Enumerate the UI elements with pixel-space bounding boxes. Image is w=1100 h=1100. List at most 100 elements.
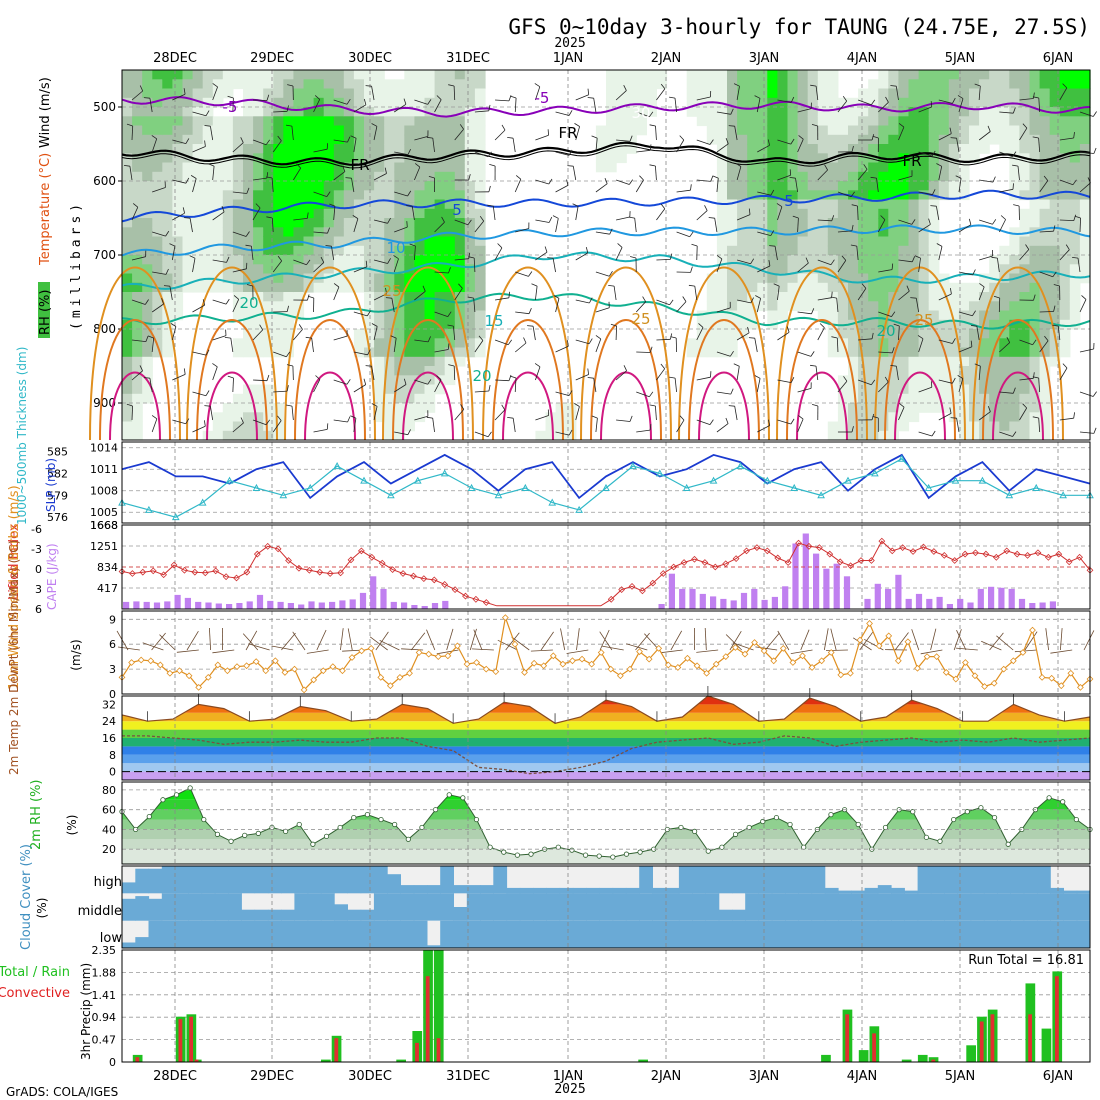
cloud-cell	[400, 885, 415, 894]
rh-cell	[898, 356, 910, 367]
wind-barb-flag	[286, 305, 289, 312]
rh-cell	[757, 273, 768, 284]
rh-cell	[162, 329, 173, 339]
rh-cell	[747, 236, 758, 247]
li-marker	[909, 548, 917, 555]
rh-cell	[716, 144, 728, 154]
rh-cell	[444, 319, 456, 330]
wind-barb-flag	[204, 420, 206, 427]
temp-band	[122, 746, 1090, 755]
rh-cell	[323, 181, 335, 191]
rh-cell	[414, 144, 426, 154]
wind-barb-flag	[698, 323, 704, 328]
rh-cell	[343, 273, 355, 284]
wind-barb	[212, 335, 227, 341]
wind-barb-flag	[534, 83, 541, 88]
rh-cell	[172, 264, 184, 275]
rh-cell	[283, 190, 294, 201]
cloud-cell	[466, 893, 481, 921]
li-tick-label: -6	[31, 523, 42, 536]
rh-cell	[212, 430, 224, 441]
wind-barb	[414, 379, 428, 385]
rh-cell	[727, 319, 738, 330]
rh-cell	[737, 107, 748, 117]
rh-cell	[1039, 255, 1051, 265]
rh-cell	[1019, 384, 1031, 395]
wind-barb-flag	[534, 363, 541, 368]
wind-barb	[291, 406, 294, 421]
rh-cell	[807, 218, 819, 228]
wind-barb-flag	[479, 215, 485, 222]
rh-cell	[293, 171, 305, 182]
rh-cell	[374, 310, 385, 321]
wind-speed-marker	[1009, 657, 1017, 665]
wind-barb-flag	[872, 135, 879, 139]
date-label-top: 4JAN	[847, 51, 878, 66]
thickness-marker	[763, 476, 772, 484]
rh-cell	[273, 125, 284, 136]
wind-barb	[757, 231, 771, 236]
rh-cell	[797, 162, 809, 173]
date-label-top: 5JAN	[945, 51, 976, 66]
rh-cell	[293, 116, 305, 127]
rh-cell	[686, 88, 698, 99]
rh-cell	[1029, 356, 1041, 367]
cloud-cell	[254, 866, 269, 894]
rh-cell	[132, 171, 143, 182]
rh-cell	[192, 199, 204, 210]
wind-barb-flag	[595, 335, 602, 340]
rh-cell	[918, 310, 930, 321]
cloud-cell	[506, 920, 521, 948]
wind-barb-flag	[407, 429, 411, 435]
rh-cell	[353, 338, 365, 349]
rh-cell	[172, 273, 184, 284]
rh-cell	[898, 245, 910, 256]
wind-barb-flag	[1074, 215, 1081, 219]
rh-cell	[797, 282, 809, 293]
rh-cell	[424, 366, 436, 376]
wind-barb	[434, 99, 442, 113]
date-label-top: 29DEC	[250, 51, 294, 66]
rh-cell	[807, 199, 819, 210]
rh-cell	[727, 171, 738, 182]
rh-cell	[848, 255, 859, 265]
wind-barb-flag	[893, 323, 900, 327]
wind-barb	[636, 429, 651, 433]
cloud-cell	[838, 920, 852, 948]
cloud-cell	[161, 920, 176, 948]
rh-cell	[232, 236, 244, 247]
rh-cell	[1079, 134, 1091, 145]
wind-barb	[634, 218, 637, 233]
wind-barb	[817, 169, 828, 181]
rh-cell	[172, 171, 184, 182]
rh-cell	[212, 116, 224, 127]
wind-barb-10m	[894, 632, 909, 651]
rh-cell	[747, 79, 758, 90]
rh-cell	[122, 319, 133, 330]
wind-barb-flag	[798, 415, 804, 420]
rh-cell	[727, 273, 738, 284]
li-marker	[337, 569, 344, 577]
precip-total-bar	[901, 1059, 912, 1062]
cloud-cell	[334, 866, 348, 894]
rh-cell	[253, 208, 264, 219]
rh-cell	[858, 245, 869, 256]
rh-cell	[979, 421, 990, 432]
cape-bar	[751, 588, 758, 609]
rh-cell	[364, 329, 375, 339]
wind-barb	[293, 218, 308, 221]
rh-cell	[1029, 366, 1041, 376]
cloud-cell	[851, 920, 866, 948]
wind-barb	[716, 423, 729, 433]
rh-cell	[858, 264, 869, 275]
rh-cell	[1029, 301, 1041, 312]
cloud-cell	[135, 937, 150, 948]
rh-cell	[898, 97, 910, 108]
rh-cell	[727, 282, 738, 293]
wind-barb	[797, 388, 812, 393]
wind-barb-flag	[305, 336, 312, 339]
cloud-cell	[188, 920, 203, 948]
panel-frame	[121, 865, 1091, 949]
rh-cell	[464, 218, 476, 228]
rh-cell	[172, 245, 184, 256]
